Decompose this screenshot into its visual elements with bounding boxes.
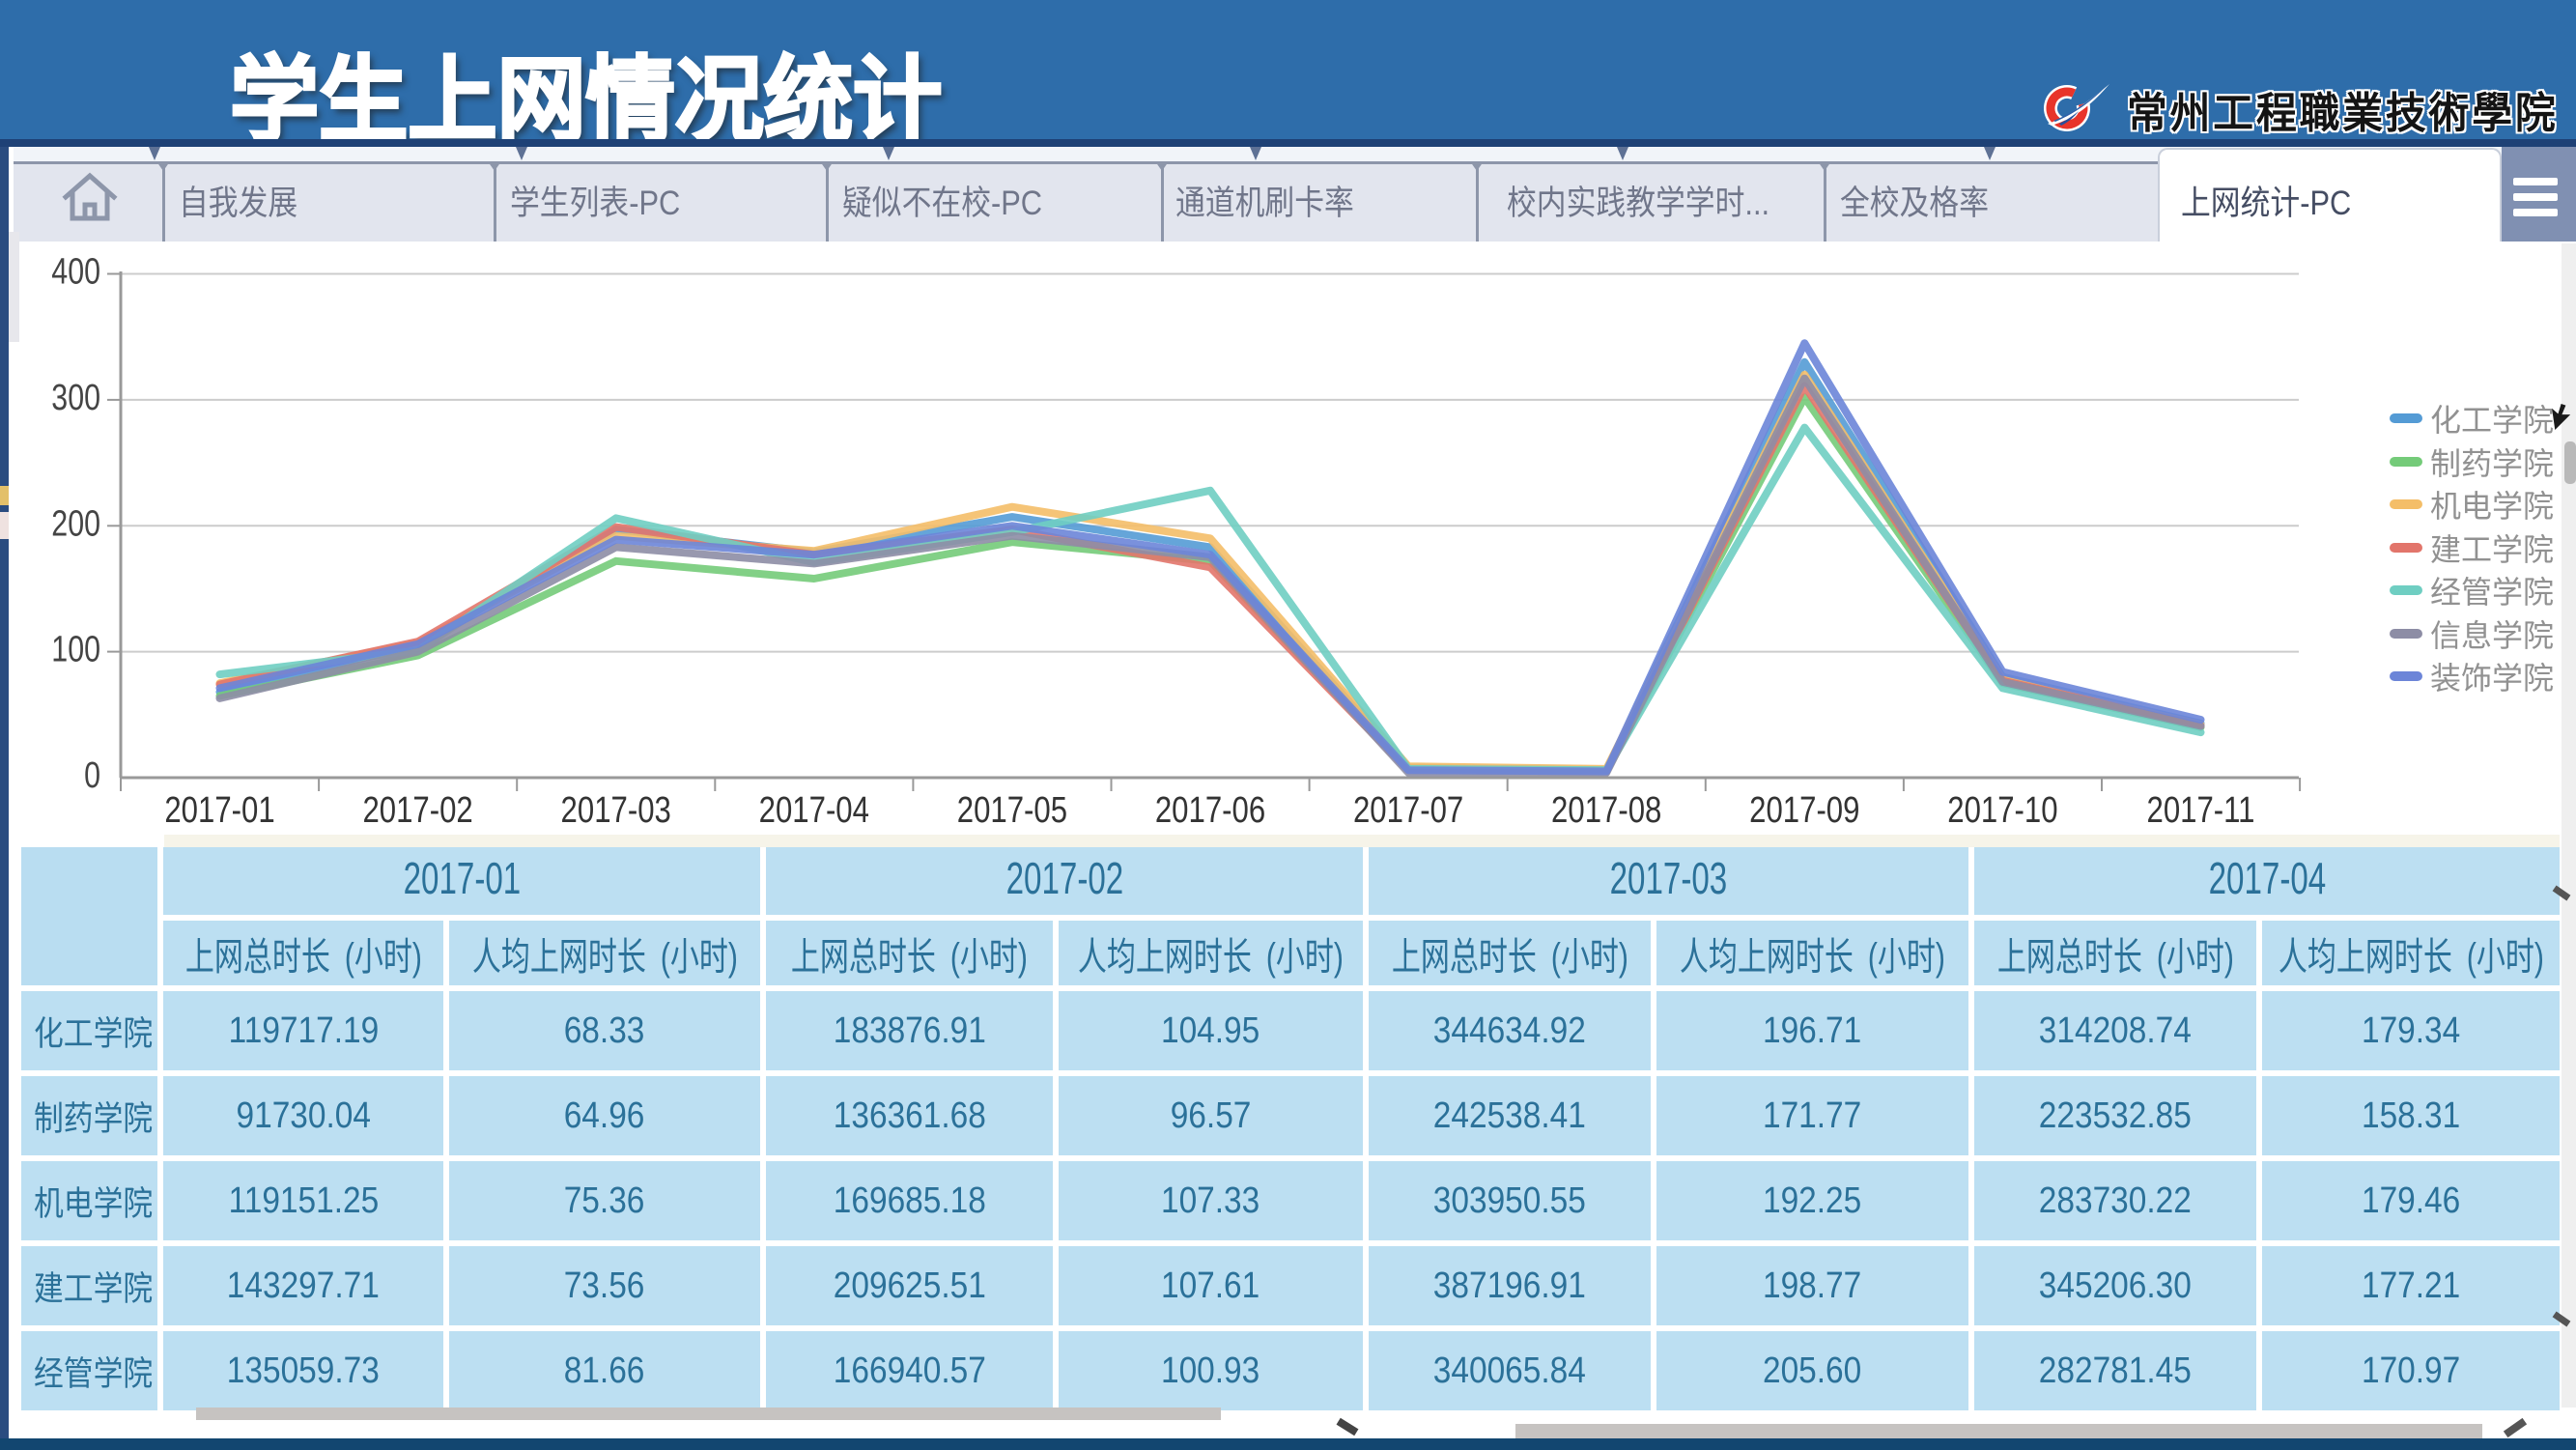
- svg-text:2017-02: 2017-02: [362, 790, 472, 831]
- svg-text:2017-11: 2017-11: [2146, 790, 2254, 831]
- svg-text:2017-03: 2017-03: [561, 790, 671, 831]
- svg-text:2017-09: 2017-09: [1749, 790, 1859, 831]
- svg-text:100: 100: [51, 629, 100, 669]
- svg-text:0: 0: [84, 755, 100, 796]
- svg-text:2017-04: 2017-04: [759, 790, 869, 831]
- svg-text:200: 200: [51, 503, 100, 544]
- svg-text:2017-07: 2017-07: [1353, 790, 1463, 831]
- svg-text:2017-05: 2017-05: [957, 790, 1067, 831]
- svg-text:2017-01: 2017-01: [164, 790, 274, 831]
- svg-text:400: 400: [51, 251, 100, 292]
- svg-text:2017-06: 2017-06: [1155, 790, 1265, 831]
- svg-text:2017-10: 2017-10: [1947, 790, 2057, 831]
- svg-text:300: 300: [51, 378, 100, 418]
- svg-text:2017-08: 2017-08: [1551, 790, 1661, 831]
